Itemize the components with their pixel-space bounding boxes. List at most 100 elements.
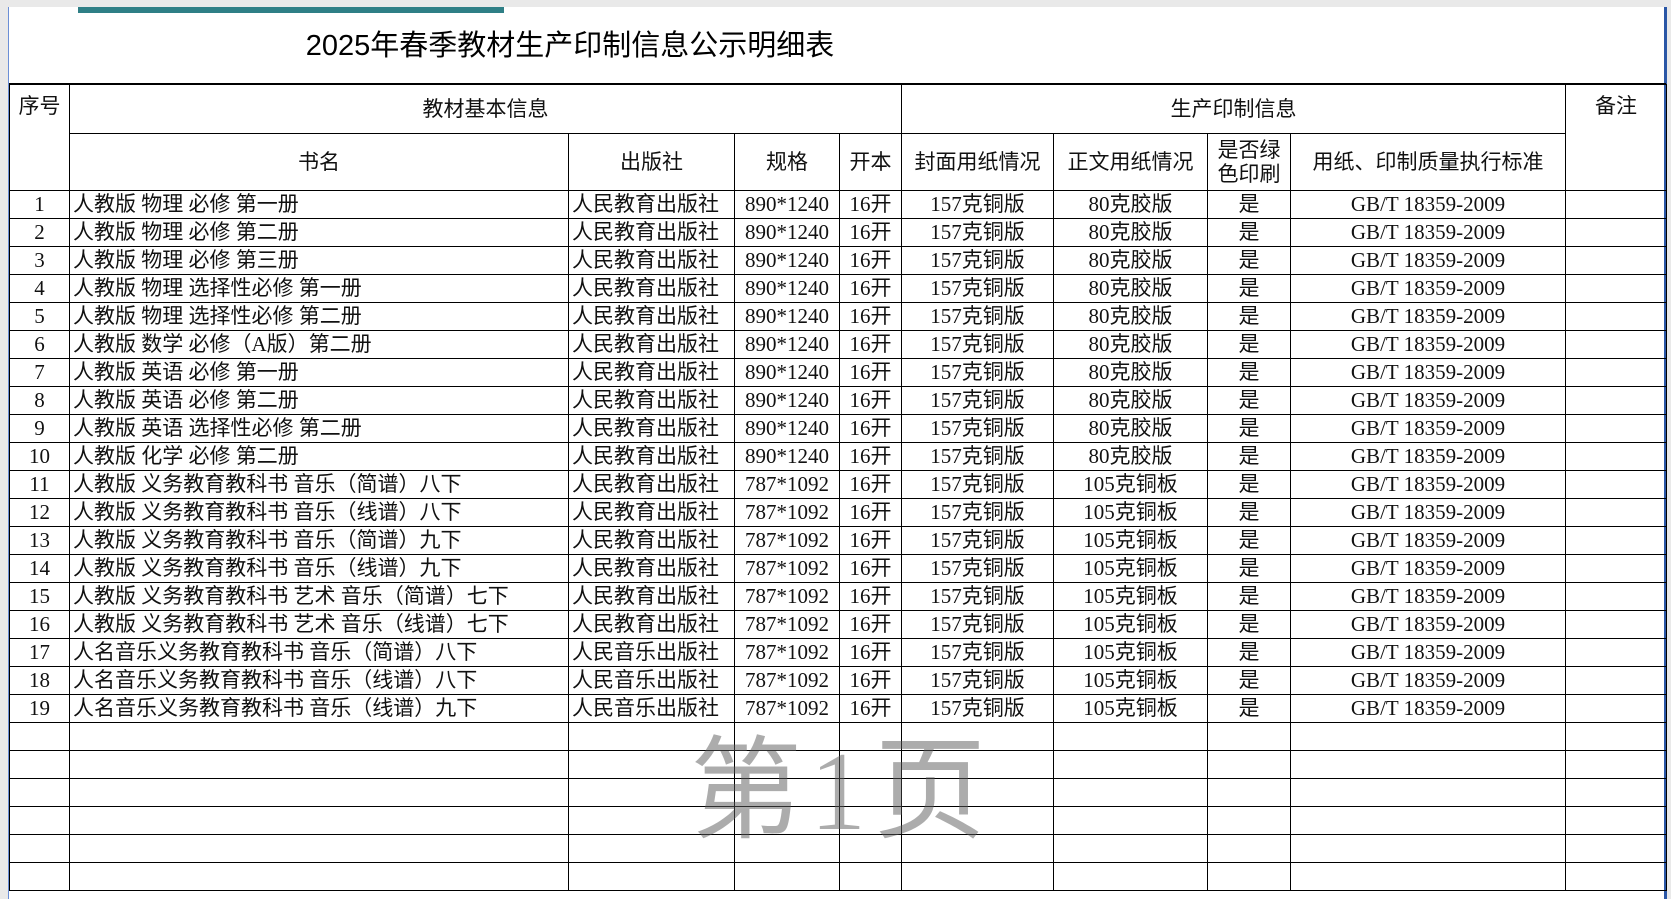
empty-cell[interactable] [1207, 778, 1291, 807]
cell-green[interactable]: 是 [1207, 358, 1291, 387]
cell-green[interactable]: 是 [1207, 554, 1291, 583]
cell-cover[interactable]: 157克铜版 [901, 358, 1054, 387]
cell-spec[interactable]: 890*1240 [734, 442, 840, 471]
cell-publisher[interactable]: 人民教育出版社 [568, 386, 735, 415]
cell-book[interactable]: 人名音乐义务教育教科书 音乐（简谱）八下 [69, 638, 569, 667]
cell-remark[interactable] [1565, 638, 1667, 667]
cell-body[interactable]: 105克铜板 [1053, 694, 1208, 723]
cell-remark[interactable] [1565, 302, 1667, 331]
cell-seq[interactable]: 1 [9, 190, 70, 219]
cell-spec[interactable]: 787*1092 [734, 694, 840, 723]
empty-cell[interactable] [839, 862, 902, 891]
empty-cell[interactable] [839, 750, 902, 779]
cell-body[interactable]: 105克铜板 [1053, 638, 1208, 667]
cell-body[interactable]: 105克铜板 [1053, 666, 1208, 695]
cell-standard[interactable]: GB/T 18359-2009 [1290, 638, 1566, 667]
cell-standard[interactable]: GB/T 18359-2009 [1290, 218, 1566, 247]
empty-cell[interactable] [1053, 778, 1208, 807]
cell-green[interactable]: 是 [1207, 498, 1291, 527]
cell-standard[interactable]: GB/T 18359-2009 [1290, 414, 1566, 443]
cell-publisher[interactable]: 人民音乐出版社 [568, 666, 735, 695]
cell-spec[interactable]: 787*1092 [734, 666, 840, 695]
empty-cell[interactable] [901, 806, 1054, 835]
empty-cell[interactable] [901, 778, 1054, 807]
cell-spec[interactable]: 890*1240 [734, 358, 840, 387]
cell-standard[interactable]: GB/T 18359-2009 [1290, 302, 1566, 331]
cell-book[interactable]: 人教版 义务教育教科书 音乐（简谱）九下 [69, 526, 569, 555]
cell-body[interactable]: 80克胶版 [1053, 330, 1208, 359]
empty-cell[interactable] [901, 862, 1054, 891]
cell-book[interactable]: 人名音乐义务教育教科书 音乐（线谱）八下 [69, 666, 569, 695]
cell-green[interactable]: 是 [1207, 218, 1291, 247]
cell-book[interactable]: 人教版 义务教育教科书 音乐（简谱）八下 [69, 470, 569, 499]
cell-publisher[interactable]: 人民教育出版社 [568, 470, 735, 499]
cell-cover[interactable]: 157克铜版 [901, 330, 1054, 359]
cell-spec[interactable]: 890*1240 [734, 386, 840, 415]
cell-remark[interactable] [1565, 442, 1667, 471]
cell-format[interactable]: 16开 [839, 470, 902, 499]
empty-cell[interactable] [901, 750, 1054, 779]
cell-cover[interactable]: 157克铜版 [901, 470, 1054, 499]
cell-spec[interactable]: 890*1240 [734, 246, 840, 275]
cell-publisher[interactable]: 人民教育出版社 [568, 274, 735, 303]
cell-body[interactable]: 80克胶版 [1053, 442, 1208, 471]
cell-spec[interactable]: 890*1240 [734, 218, 840, 247]
header-body[interactable]: 正文用纸情况 [1053, 133, 1208, 191]
cell-standard[interactable]: GB/T 18359-2009 [1290, 610, 1566, 639]
cell-body[interactable]: 105克铜板 [1053, 526, 1208, 555]
empty-cell[interactable] [839, 778, 902, 807]
cell-cover[interactable]: 157克铜版 [901, 246, 1054, 275]
cell-cover[interactable]: 157克铜版 [901, 610, 1054, 639]
empty-cell[interactable] [839, 722, 902, 751]
cell-format[interactable]: 16开 [839, 442, 902, 471]
cell-body[interactable]: 80克胶版 [1053, 302, 1208, 331]
cell-green[interactable]: 是 [1207, 386, 1291, 415]
cell-publisher[interactable]: 人民教育出版社 [568, 218, 735, 247]
cell-spec[interactable]: 787*1092 [734, 582, 840, 611]
cell-remark[interactable] [1565, 694, 1667, 723]
header-format[interactable]: 开本 [839, 133, 902, 191]
cell-spec[interactable]: 787*1092 [734, 638, 840, 667]
cell-book[interactable]: 人教版 数学 必修（A版）第二册 [69, 330, 569, 359]
cell-format[interactable]: 16开 [839, 190, 902, 219]
cell-green[interactable]: 是 [1207, 470, 1291, 499]
cell-standard[interactable]: GB/T 18359-2009 [1290, 470, 1566, 499]
cell-body[interactable]: 105克铜板 [1053, 470, 1208, 499]
cell-spec[interactable]: 890*1240 [734, 274, 840, 303]
empty-cell[interactable] [734, 778, 840, 807]
cell-book[interactable]: 人教版 英语 必修 第二册 [69, 386, 569, 415]
empty-cell[interactable] [568, 750, 735, 779]
cell-format[interactable]: 16开 [839, 302, 902, 331]
empty-cell[interactable] [69, 778, 569, 807]
cell-cover[interactable]: 157克铜版 [901, 582, 1054, 611]
empty-cell[interactable] [1207, 834, 1291, 863]
cell-cover[interactable]: 157克铜版 [901, 554, 1054, 583]
cell-format[interactable]: 16开 [839, 526, 902, 555]
empty-cell[interactable] [734, 862, 840, 891]
cell-remark[interactable] [1565, 386, 1667, 415]
cell-spec[interactable]: 890*1240 [734, 190, 840, 219]
cell-spec[interactable]: 890*1240 [734, 302, 840, 331]
cell-seq[interactable]: 7 [9, 358, 70, 387]
cell-publisher[interactable]: 人民教育出版社 [568, 498, 735, 527]
cell-body[interactable]: 80克胶版 [1053, 190, 1208, 219]
cell-cover[interactable]: 157克铜版 [901, 218, 1054, 247]
header-green[interactable]: 是否绿 色印刷 [1207, 133, 1291, 191]
cell-cover[interactable]: 157克铜版 [901, 274, 1054, 303]
empty-cell[interactable] [1053, 862, 1208, 891]
cell-spec[interactable]: 787*1092 [734, 554, 840, 583]
cell-cover[interactable]: 157克铜版 [901, 190, 1054, 219]
cell-green[interactable]: 是 [1207, 274, 1291, 303]
empty-cell[interactable] [734, 834, 840, 863]
cell-format[interactable]: 16开 [839, 246, 902, 275]
empty-cell[interactable] [9, 806, 70, 835]
cell-remark[interactable] [1565, 330, 1667, 359]
cell-body[interactable]: 80克胶版 [1053, 386, 1208, 415]
cell-green[interactable]: 是 [1207, 610, 1291, 639]
cell-green[interactable]: 是 [1207, 414, 1291, 443]
cell-standard[interactable]: GB/T 18359-2009 [1290, 274, 1566, 303]
cell-cover[interactable]: 157克铜版 [901, 694, 1054, 723]
cell-standard[interactable]: GB/T 18359-2009 [1290, 358, 1566, 387]
cell-seq[interactable]: 4 [9, 274, 70, 303]
empty-cell[interactable] [1565, 750, 1667, 779]
